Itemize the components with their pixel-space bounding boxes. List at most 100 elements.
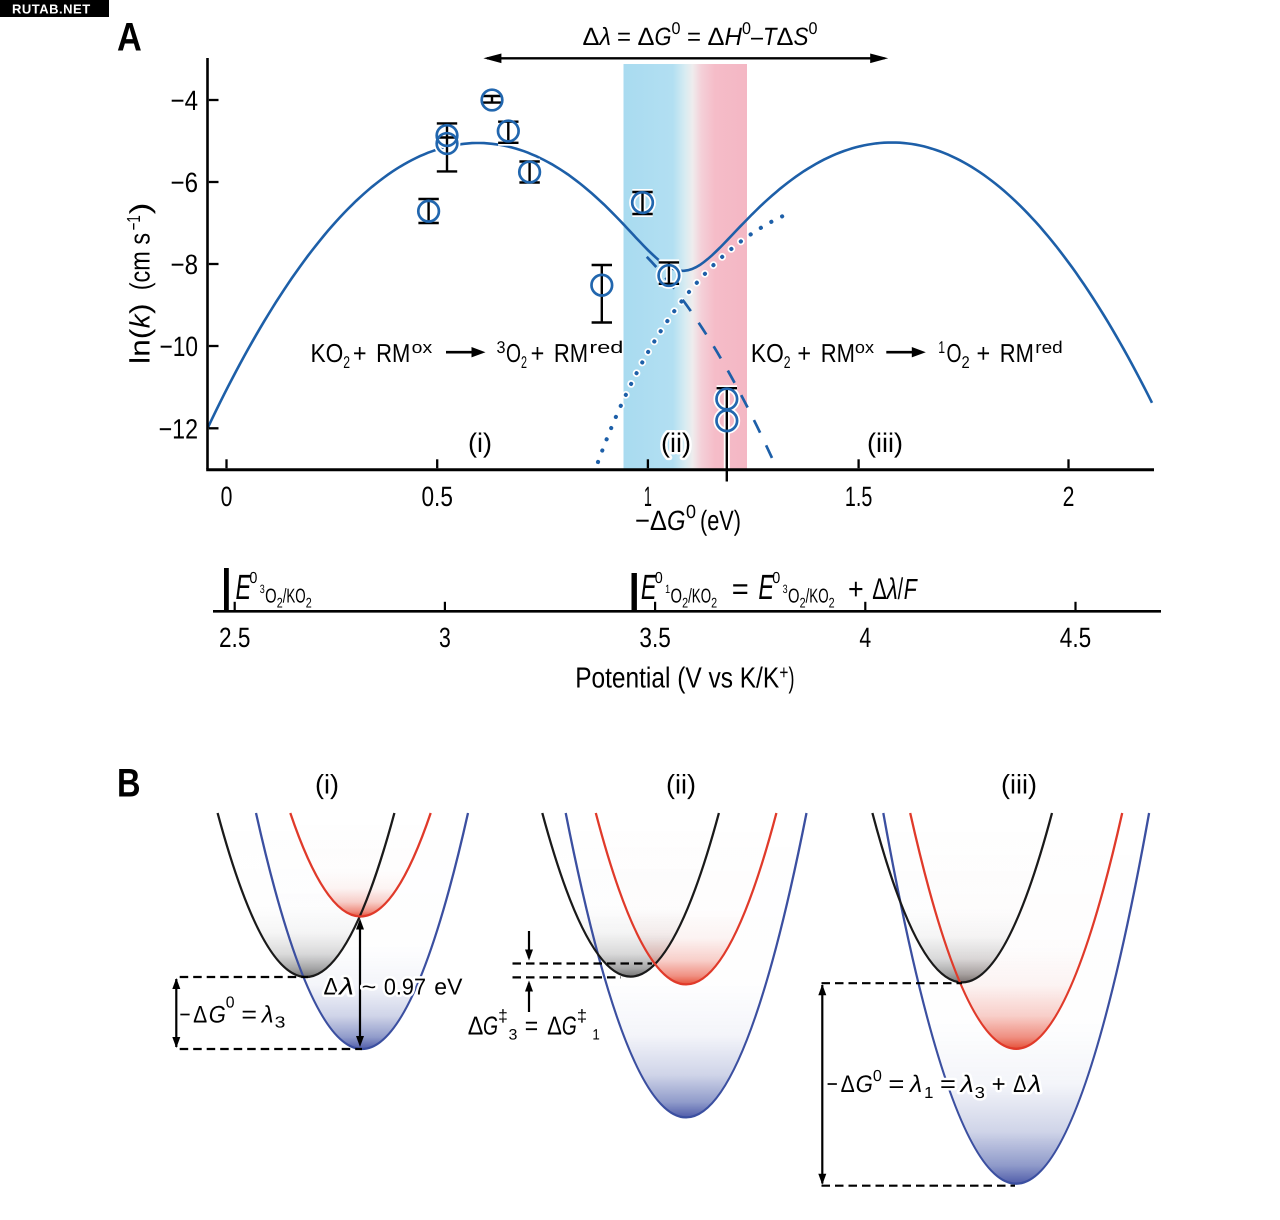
svg-text:/KO: /KO	[688, 586, 711, 608]
svg-text:λ: λ	[598, 23, 611, 51]
svg-text:G: G	[209, 1002, 226, 1029]
svg-text:(ii): (ii)	[666, 770, 696, 800]
svg-text:red: red	[1035, 338, 1062, 357]
svg-text:G: G	[667, 505, 686, 536]
svg-text:): )	[125, 303, 156, 314]
svg-text:+: +	[531, 338, 545, 368]
svg-text:λ: λ	[908, 1071, 922, 1098]
svg-text:red: red	[589, 338, 623, 357]
svg-text:1: 1	[644, 481, 652, 512]
svg-text:k: k	[125, 312, 156, 328]
svg-text:+: +	[779, 662, 788, 684]
svg-text:3: 3	[783, 582, 788, 596]
svg-text:3: 3	[509, 1027, 518, 1044]
svg-text:−: −	[827, 1071, 838, 1098]
svg-text:=: =	[888, 1071, 904, 1098]
svg-text:Potential (V vs K/K: Potential (V vs K/K	[575, 663, 780, 695]
svg-text:3: 3	[260, 582, 265, 596]
svg-text:4: 4	[859, 622, 871, 653]
svg-text:=: =	[617, 23, 631, 51]
svg-text:−4: −4	[171, 85, 199, 116]
svg-text:+: +	[977, 338, 991, 368]
svg-text:E: E	[758, 568, 774, 607]
svg-text:Δ: Δ	[872, 573, 887, 606]
svg-text:RM: RM	[821, 338, 855, 368]
svg-text:Δ: Δ	[841, 1071, 855, 1098]
svg-text:3.5: 3.5	[639, 622, 670, 653]
svg-text:0.97: 0.97	[384, 973, 426, 999]
svg-text:+: +	[353, 338, 367, 368]
svg-text:0.5: 0.5	[422, 481, 453, 512]
svg-text:λ: λ	[337, 973, 354, 1000]
svg-text:3: 3	[439, 622, 451, 653]
svg-text:RUTAB.NET: RUTAB.NET	[12, 2, 91, 17]
svg-text:2: 2	[682, 595, 688, 611]
svg-text:3: 3	[497, 338, 506, 357]
svg-text:G: G	[655, 23, 672, 51]
svg-text:O: O	[265, 586, 277, 608]
svg-text:=: =	[732, 573, 749, 606]
svg-text:O: O	[947, 338, 962, 368]
svg-text:KO: KO	[751, 338, 784, 368]
svg-text:Δ: Δ	[193, 1002, 207, 1029]
svg-text:−: −	[179, 1002, 190, 1029]
svg-text:(cm s: (cm s	[125, 233, 156, 290]
svg-text:Δ: Δ	[1013, 1071, 1027, 1098]
svg-text:1: 1	[924, 1085, 933, 1102]
svg-text:T: T	[763, 23, 778, 51]
svg-text:E: E	[641, 568, 657, 607]
svg-text:KO: KO	[311, 338, 344, 368]
svg-text:): )	[789, 663, 795, 695]
svg-text:‡: ‡	[498, 1007, 508, 1026]
svg-text:−12: −12	[159, 414, 198, 445]
svg-text:B: B	[117, 762, 141, 806]
svg-text:0: 0	[873, 1068, 882, 1085]
svg-text:λ: λ	[958, 1071, 973, 1098]
svg-text:−6: −6	[171, 167, 199, 198]
svg-text:G: G	[483, 1011, 498, 1041]
svg-text:ln(: ln(	[125, 328, 156, 364]
svg-text:2: 2	[1063, 481, 1075, 512]
svg-text:−1: −1	[124, 215, 145, 230]
svg-text:–: –	[751, 23, 763, 51]
svg-text:λ: λ	[260, 1002, 274, 1029]
svg-text:Δ: Δ	[638, 23, 655, 51]
svg-text:+: +	[797, 338, 811, 368]
svg-text:~: ~	[362, 973, 377, 999]
svg-text:=: =	[241, 1002, 257, 1029]
svg-text:2: 2	[829, 595, 835, 611]
svg-text:2: 2	[800, 595, 806, 611]
svg-text:=: =	[687, 23, 701, 51]
svg-text:0: 0	[226, 995, 235, 1012]
svg-text:+: +	[992, 1071, 1006, 1098]
svg-text:RM: RM	[1000, 338, 1034, 368]
svg-text:ox: ox	[855, 338, 875, 357]
svg-text:λ: λ	[1026, 1071, 1041, 1098]
svg-text:2: 2	[343, 353, 350, 372]
svg-text:(eV): (eV)	[700, 505, 741, 536]
svg-text:eV: eV	[434, 973, 463, 999]
svg-text:(i): (i)	[315, 770, 339, 800]
svg-text:0: 0	[655, 570, 663, 587]
svg-text:=: =	[525, 1011, 538, 1041]
svg-text:O: O	[788, 586, 800, 608]
svg-text:(i): (i)	[468, 428, 492, 458]
svg-text:(ii): (ii)	[661, 428, 691, 458]
svg-text:H: H	[725, 23, 743, 51]
svg-text:0: 0	[221, 481, 233, 512]
svg-text:G: G	[562, 1011, 577, 1041]
svg-text:/KO: /KO	[806, 586, 829, 608]
svg-text:RM: RM	[554, 338, 588, 368]
svg-text:λ: λ	[885, 573, 897, 606]
svg-text:A: A	[117, 16, 142, 60]
svg-text:E: E	[236, 568, 252, 607]
svg-text:Δ: Δ	[324, 973, 339, 1000]
svg-text:1: 1	[665, 582, 670, 596]
svg-text:0: 0	[249, 570, 257, 587]
svg-text:0: 0	[742, 19, 751, 38]
svg-text:−10: −10	[160, 331, 199, 362]
svg-text:2: 2	[784, 353, 791, 372]
svg-text:Δ: Δ	[547, 1011, 562, 1041]
svg-text:=: =	[940, 1071, 956, 1098]
svg-text:+: +	[848, 573, 864, 606]
